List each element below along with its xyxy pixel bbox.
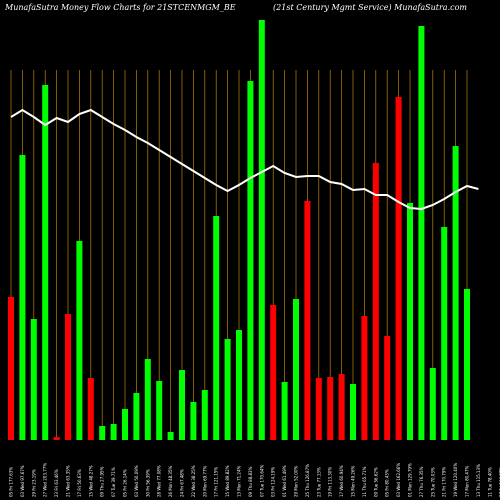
x-tick-label: 20 Mon 69.77% (202, 465, 207, 497)
x-tick-label: 01 Mon 129.79% (408, 463, 413, 497)
money-flow-bar (201, 390, 208, 440)
money-flow-bar (247, 81, 254, 440)
money-flow-bar (258, 20, 265, 440)
money-flow-bar (99, 426, 106, 440)
x-tick-label: 07 Tue 170.64% (259, 465, 264, 497)
chart-subtitle: (21st Century Mgmt Service) MunafaSutra.… (273, 3, 467, 12)
money-flow-bar (65, 314, 71, 440)
x-tick-label: 13 Thu 115.13% (476, 464, 481, 497)
x-tick-label: 09 Thu 88.83% (248, 466, 253, 497)
x-tick-label: 03 Fri 124.19% (271, 467, 276, 497)
x-tick-label: 03 Wed 162.66% (396, 463, 401, 497)
money-flow-bar (429, 368, 436, 440)
money-flow-bar (304, 201, 311, 440)
x-tick-label: 15 Mon 49.26% (351, 465, 356, 497)
x-tick-label: 17 Fri 50.63% (77, 469, 82, 497)
x-tick-label: 09 Thu 27.95% (100, 466, 105, 497)
money-flow-bar (53, 437, 60, 440)
money-flow-bar (464, 289, 470, 440)
x-tick-label: 13 Mon 71.24% (237, 465, 242, 497)
x-tick-label: 11 Thu 65.71% (362, 466, 367, 497)
x-tick-label: 22 Wed 38.25% (191, 465, 196, 497)
money-flow-bar (407, 203, 413, 440)
x-tick-label: 17 Mon 80.47% (465, 465, 470, 497)
money-flow-bar (372, 163, 379, 440)
money-flow-bar (30, 319, 37, 440)
x-tick-label: 27 Thu 76.35% (419, 466, 424, 497)
x-tick-label: 19 Fri 113.30% (328, 467, 333, 497)
money-flow-bar (452, 146, 459, 440)
x-tick-label: 23 Fri 63.46% (54, 469, 59, 497)
money-flow-bar (179, 370, 185, 440)
x-tick-label: 05 Fri 177.63% (9, 467, 14, 497)
x-tick-label: 15 Wed 48.27% (88, 465, 93, 497)
x-tick-label: 24 Fri 67.48% (180, 469, 185, 497)
x-tick-label: 23 Tue 77.13% (316, 467, 321, 497)
money-flow-bar (8, 297, 14, 440)
x-tick-label: 21 Wed 63.35% (66, 465, 71, 497)
money-flow-bar (361, 316, 368, 440)
money-flow-line (10, 108, 479, 211)
money-flow-bar (270, 305, 277, 440)
x-tick-label: 28 Wed 77.08% (157, 465, 162, 497)
x-tick-label: 09 Tue 56.62% (373, 467, 378, 497)
x-tick-label: 25 Tue 70.03% (430, 467, 435, 497)
x-tick-label: 05 Fri 26.14% (123, 469, 128, 497)
money-flow-bar (42, 85, 49, 440)
money-flow-bar (338, 374, 345, 440)
money-flow-bar (327, 377, 334, 440)
money-flow-bar (156, 381, 163, 440)
money-flow-bar (293, 299, 299, 440)
money-flow-bar (236, 330, 242, 440)
money-flow-bar (281, 382, 288, 440)
x-tick-label: 03 Wed 97.67% (20, 465, 25, 497)
money-flow-bar (167, 432, 174, 440)
money-flow-bar (418, 26, 425, 440)
x-tick-label: 17 Wed 60.94% (339, 465, 344, 497)
money-flow-bar (87, 378, 94, 440)
x-tick-label: 29 Fri 23.19% (31, 469, 36, 497)
x-tick-label: 03 Wed 50.09% (134, 465, 139, 497)
money-flow-bar (384, 336, 391, 440)
money-flow-bar (315, 378, 322, 440)
money-flow-bar (350, 384, 356, 440)
x-tick-label: 15 Wed 89.82% (225, 465, 230, 497)
x-tick-label: 25 Thu 126.87% (305, 464, 310, 497)
x-tick-label: 01 Wed 61.49% (282, 465, 287, 497)
x-tick-label: 30 Fri 56.39% (145, 469, 150, 497)
x-tick-label: 17 Fri 121.15% (214, 467, 219, 497)
x-tick-label: 19 Wed 120.40% (453, 463, 458, 497)
x-tick-label: 07 Fri 164.28% (499, 467, 500, 497)
x-tick-label: 29 Mon 52.00% (294, 465, 299, 497)
x-tick-label: 05 Fri 80.43% (385, 469, 390, 497)
money-flow-bar (213, 216, 220, 440)
x-tick-label: 26 Mon 48.35% (168, 465, 173, 497)
chart-title: MunafaSutra Money Flow Charts for 21STCE… (5, 3, 236, 12)
money-flow-bar (122, 409, 128, 440)
x-tick-label: 27 Wed 203.77% (43, 463, 48, 497)
money-flow-bar (224, 339, 231, 440)
money-flow-bar (19, 155, 26, 440)
money-flow-bar (144, 359, 151, 440)
money-flow-bar (133, 393, 140, 440)
money-flow-bar (395, 97, 402, 440)
money-flow-bar (441, 227, 448, 440)
x-tick-label: 07 Tue 39.71% (111, 467, 116, 497)
money-flow-bar (76, 241, 83, 440)
money-flow-bar (110, 424, 117, 440)
money-flow-bar (190, 402, 197, 440)
x-tick-label: 21 Fri 170.79% (442, 467, 447, 497)
x-tick-label: 11 Tue 78.40% (487, 467, 492, 497)
